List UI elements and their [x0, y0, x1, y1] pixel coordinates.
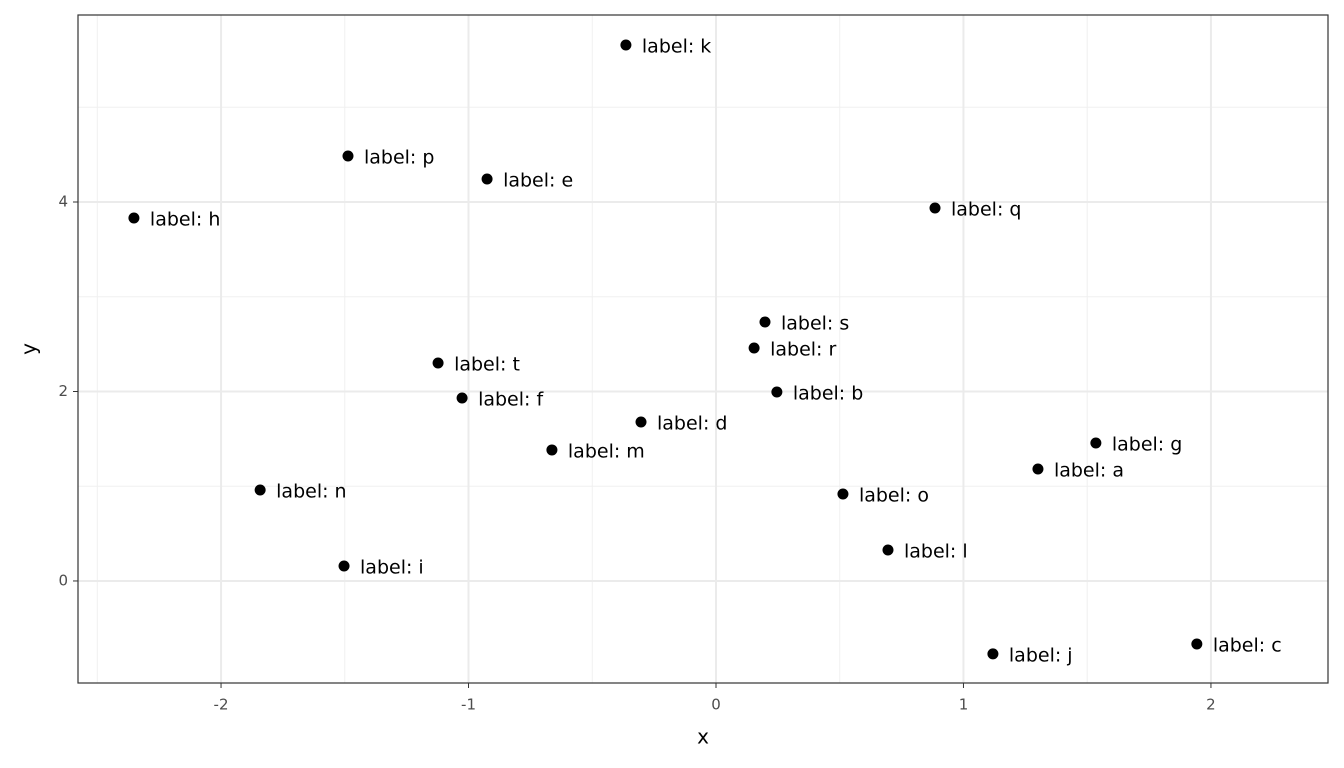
point-label: label: n: [276, 481, 346, 503]
point: [1032, 463, 1044, 475]
point-label: label: c: [1213, 634, 1282, 656]
point-label: label: f: [478, 389, 544, 411]
point-label: label: b: [793, 382, 863, 404]
point: [837, 488, 849, 500]
x-tick-label: 2: [1206, 696, 1216, 714]
point: [929, 202, 941, 214]
point-label: label: k: [642, 36, 711, 58]
point: [481, 173, 493, 185]
point-label: label: m: [568, 440, 645, 462]
point-label: label: l: [904, 540, 968, 562]
point-label: label: a: [1054, 459, 1124, 481]
y-tick-label: 0: [58, 571, 68, 589]
x-tick-label: 1: [959, 696, 969, 714]
panel-border: [77, 14, 1329, 684]
x-tick-label: 0: [711, 696, 721, 714]
y-tick-label: 2: [58, 382, 68, 400]
point-label: label: r: [770, 339, 836, 361]
point: [456, 392, 468, 404]
point-label: label: e: [503, 169, 573, 191]
point-label: label: t: [454, 353, 520, 375]
point-label: label: i: [360, 556, 424, 578]
point-label: label: j: [1009, 644, 1073, 666]
point: [342, 150, 354, 162]
point: [771, 386, 783, 398]
y-axis-title: y: [17, 343, 41, 355]
point-label: label: p: [364, 146, 434, 168]
point: [635, 416, 647, 428]
point-label: label: q: [951, 198, 1021, 220]
point: [546, 444, 558, 456]
y-tick-label: 4: [58, 193, 68, 211]
point: [759, 316, 771, 328]
point-label: label: s: [781, 312, 849, 334]
x-axis-title: x: [697, 725, 709, 749]
point: [254, 484, 266, 496]
point: [1191, 638, 1203, 650]
point: [338, 560, 350, 572]
point: [748, 342, 760, 354]
point: [128, 212, 140, 224]
point: [620, 39, 632, 51]
point-label: label: g: [1112, 434, 1182, 456]
point: [882, 544, 894, 556]
point-label: label: d: [657, 412, 727, 434]
point: [1090, 437, 1102, 449]
point: [432, 357, 444, 369]
x-tick-label: -2: [214, 696, 229, 714]
x-tick-label: -1: [461, 696, 476, 714]
point-label: label: h: [150, 209, 220, 231]
point: [987, 648, 999, 660]
point-label: label: o: [859, 484, 929, 506]
